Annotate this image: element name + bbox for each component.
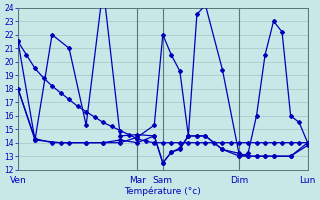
X-axis label: Température (°c): Température (°c) [124, 186, 201, 196]
